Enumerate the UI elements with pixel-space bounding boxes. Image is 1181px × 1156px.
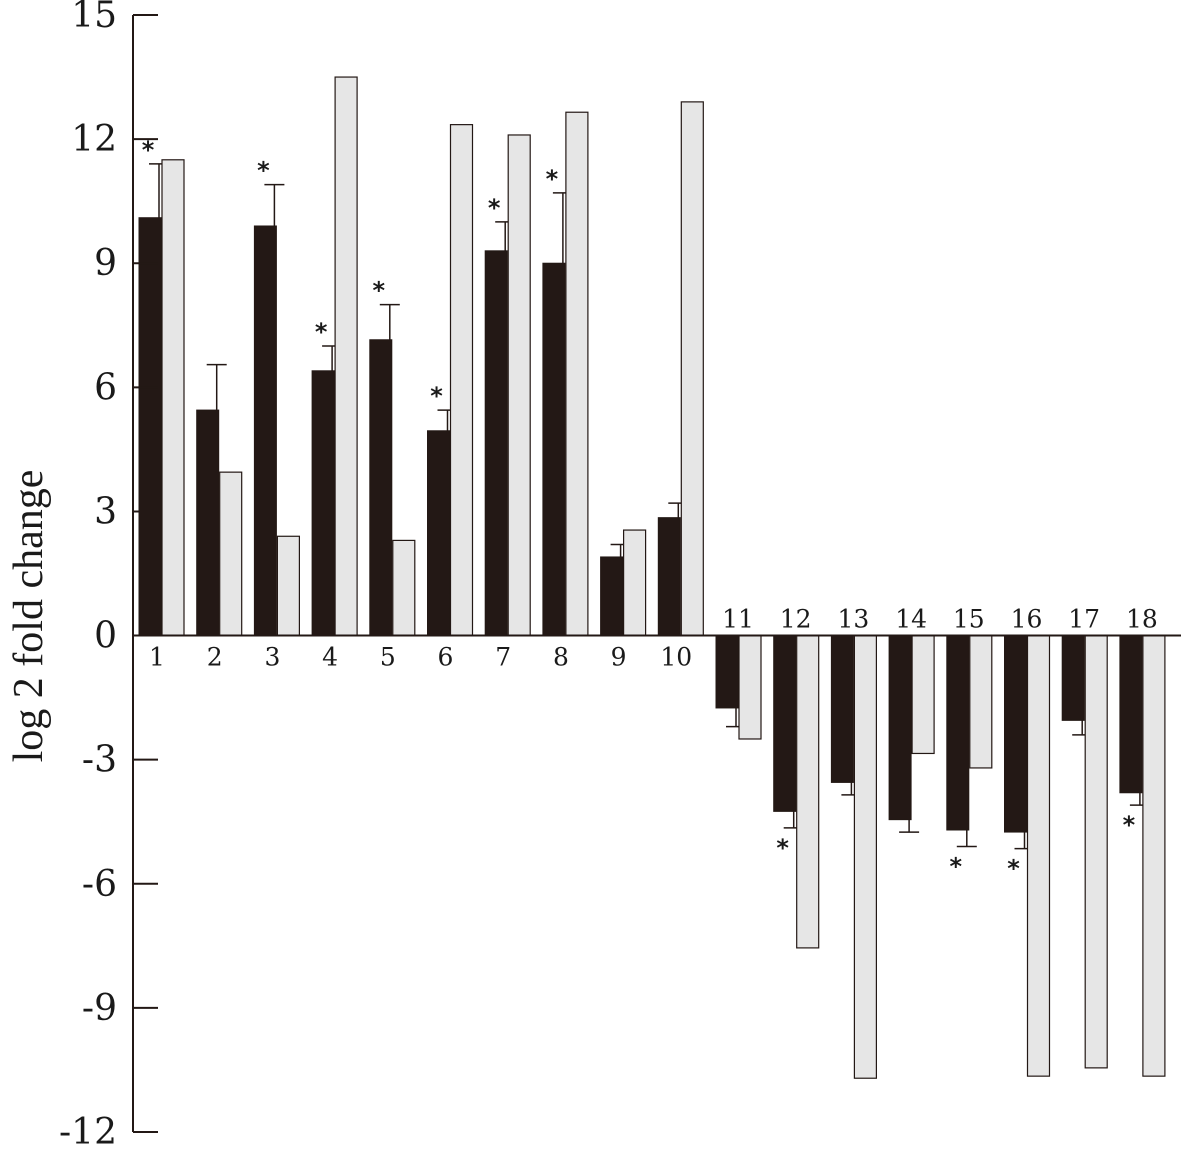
category-label-1: 1 <box>149 643 165 672</box>
bar-series1-6 <box>427 430 450 637</box>
bar-series1-15 <box>946 635 970 831</box>
bar-series2-14 <box>911 634 935 755</box>
bars-layer <box>138 76 1166 1079</box>
significance-marker-7: * <box>488 194 501 222</box>
bar-series2-2 <box>219 471 243 637</box>
category-label-2: 2 <box>207 643 223 672</box>
bar-series1-17 <box>1061 635 1085 721</box>
category-label-7: 7 <box>495 643 511 672</box>
y-tick-label-3: 3 <box>94 491 117 532</box>
bar-series1-3 <box>253 225 277 637</box>
category-label-6: 6 <box>438 643 454 672</box>
bar-series2-6 <box>449 124 474 637</box>
bar-series1-7 <box>484 250 508 637</box>
y-tick-label--3: -3 <box>82 740 117 781</box>
category-label-3: 3 <box>264 643 280 672</box>
category-label-12: 12 <box>780 605 812 634</box>
bar-series2-16 <box>1026 634 1051 1077</box>
category-label-15: 15 <box>953 605 985 634</box>
category-label-5: 5 <box>380 643 396 672</box>
bar-series1-14 <box>888 635 912 821</box>
bar-series2-7 <box>507 134 531 637</box>
category-label-4: 4 <box>322 643 338 672</box>
significance-marker-8: * <box>546 165 559 193</box>
category-label-14: 14 <box>895 605 927 634</box>
significance-marker-16: * <box>1007 855 1020 883</box>
significance-marker-6: * <box>430 382 443 410</box>
significance-marker-15: * <box>950 853 963 881</box>
bar-series1-18 <box>1119 635 1143 794</box>
category-label-8: 8 <box>553 643 569 672</box>
category-label-18: 18 <box>1126 605 1158 634</box>
y-tick-label-6: 6 <box>94 367 117 408</box>
y-tick-label-9: 9 <box>94 243 117 284</box>
category-label-13: 13 <box>837 605 869 634</box>
bar-series1-9 <box>600 556 624 637</box>
y-tick-label--6: -6 <box>82 864 117 905</box>
bar-series1-2 <box>196 409 220 637</box>
bar-series2-11 <box>738 634 762 740</box>
category-label-9: 9 <box>611 643 627 672</box>
category-label-16: 16 <box>1011 605 1043 634</box>
bar-series2-4 <box>334 76 358 637</box>
significance-marker-4: * <box>315 318 328 346</box>
bar-series1-13 <box>830 635 854 783</box>
bar-series2-3 <box>276 535 300 637</box>
bar-series1-11 <box>715 635 739 709</box>
bar-series1-8 <box>542 262 566 637</box>
bar-series2-13 <box>853 634 878 1079</box>
bar-series2-10 <box>680 101 704 637</box>
significance-marker-5: * <box>373 277 386 305</box>
significance-marker-18: * <box>1123 811 1136 839</box>
bar-series2-12 <box>796 634 820 949</box>
category-label-11: 11 <box>722 605 754 634</box>
bar-series2-15 <box>969 634 993 769</box>
significance-marker-12: * <box>776 834 789 862</box>
bar-series1-16 <box>1004 635 1027 833</box>
y-tick-label--12: -12 <box>59 1112 117 1153</box>
bar-series2-9 <box>622 529 647 637</box>
y-tick-label-15: 15 <box>71 0 117 36</box>
bar-series1-4 <box>311 370 335 637</box>
bar-series1-5 <box>369 339 393 637</box>
significance-marker-1: * <box>142 136 155 164</box>
y-tick-label-0: 0 <box>94 616 117 657</box>
bar-series2-17 <box>1084 634 1108 1069</box>
bar-series2-8 <box>565 111 589 637</box>
significance-marker-3: * <box>257 157 270 185</box>
bar-series2-1 <box>161 159 185 637</box>
bar-series1-12 <box>773 635 797 812</box>
category-label-10: 10 <box>660 643 692 672</box>
bar-series1-1 <box>138 217 162 637</box>
y-tick-label--9: -9 <box>82 988 117 1029</box>
category-label-17: 17 <box>1068 605 1100 634</box>
y-axis-title: log 2 fold change <box>6 470 52 763</box>
y-tick-label-12: 12 <box>71 119 117 160</box>
axes-layer <box>132 14 1181 1133</box>
bar-series2-5 <box>392 539 416 637</box>
bar-series1-10 <box>657 517 681 637</box>
bar-series2-18 <box>1142 634 1166 1077</box>
